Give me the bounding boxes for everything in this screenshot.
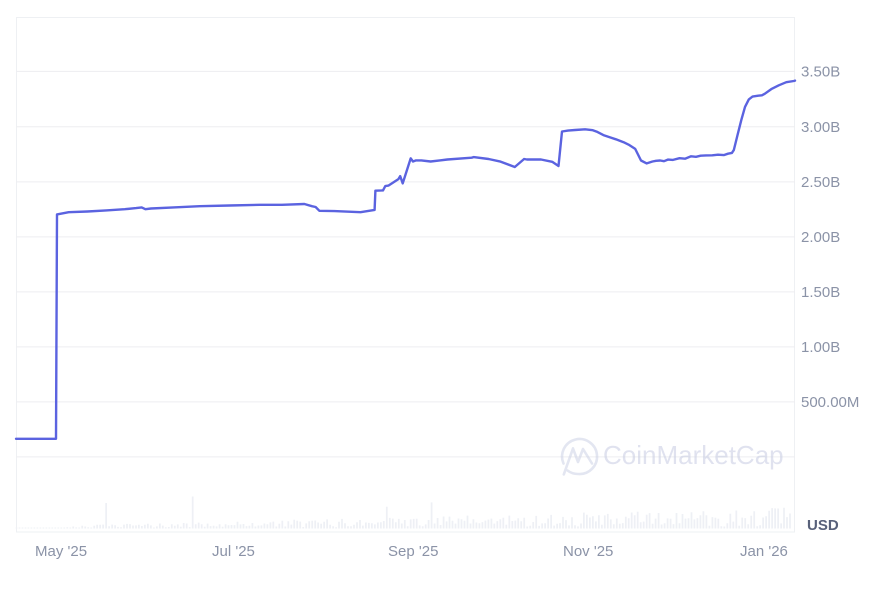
svg-text:Sep '25: Sep '25 xyxy=(388,543,438,560)
svg-text:May '25: May '25 xyxy=(35,543,87,560)
svg-text:2.00B: 2.00B xyxy=(801,229,840,246)
svg-text:1.50B: 1.50B xyxy=(801,284,840,301)
svg-text:500.00M: 500.00M xyxy=(801,394,859,411)
svg-text:Jul '25: Jul '25 xyxy=(212,543,255,560)
svg-text:3.00B: 3.00B xyxy=(801,119,840,136)
svg-text:Nov '25: Nov '25 xyxy=(563,543,613,560)
svg-text:3.50B: 3.50B xyxy=(801,64,840,81)
svg-text:USD: USD xyxy=(807,517,839,534)
svg-text:Jan '26: Jan '26 xyxy=(740,543,788,560)
svg-text:1.00B: 1.00B xyxy=(801,339,840,356)
svg-text:CoinMarketCap: CoinMarketCap xyxy=(603,440,784,470)
svg-text:2.50B: 2.50B xyxy=(801,174,840,191)
